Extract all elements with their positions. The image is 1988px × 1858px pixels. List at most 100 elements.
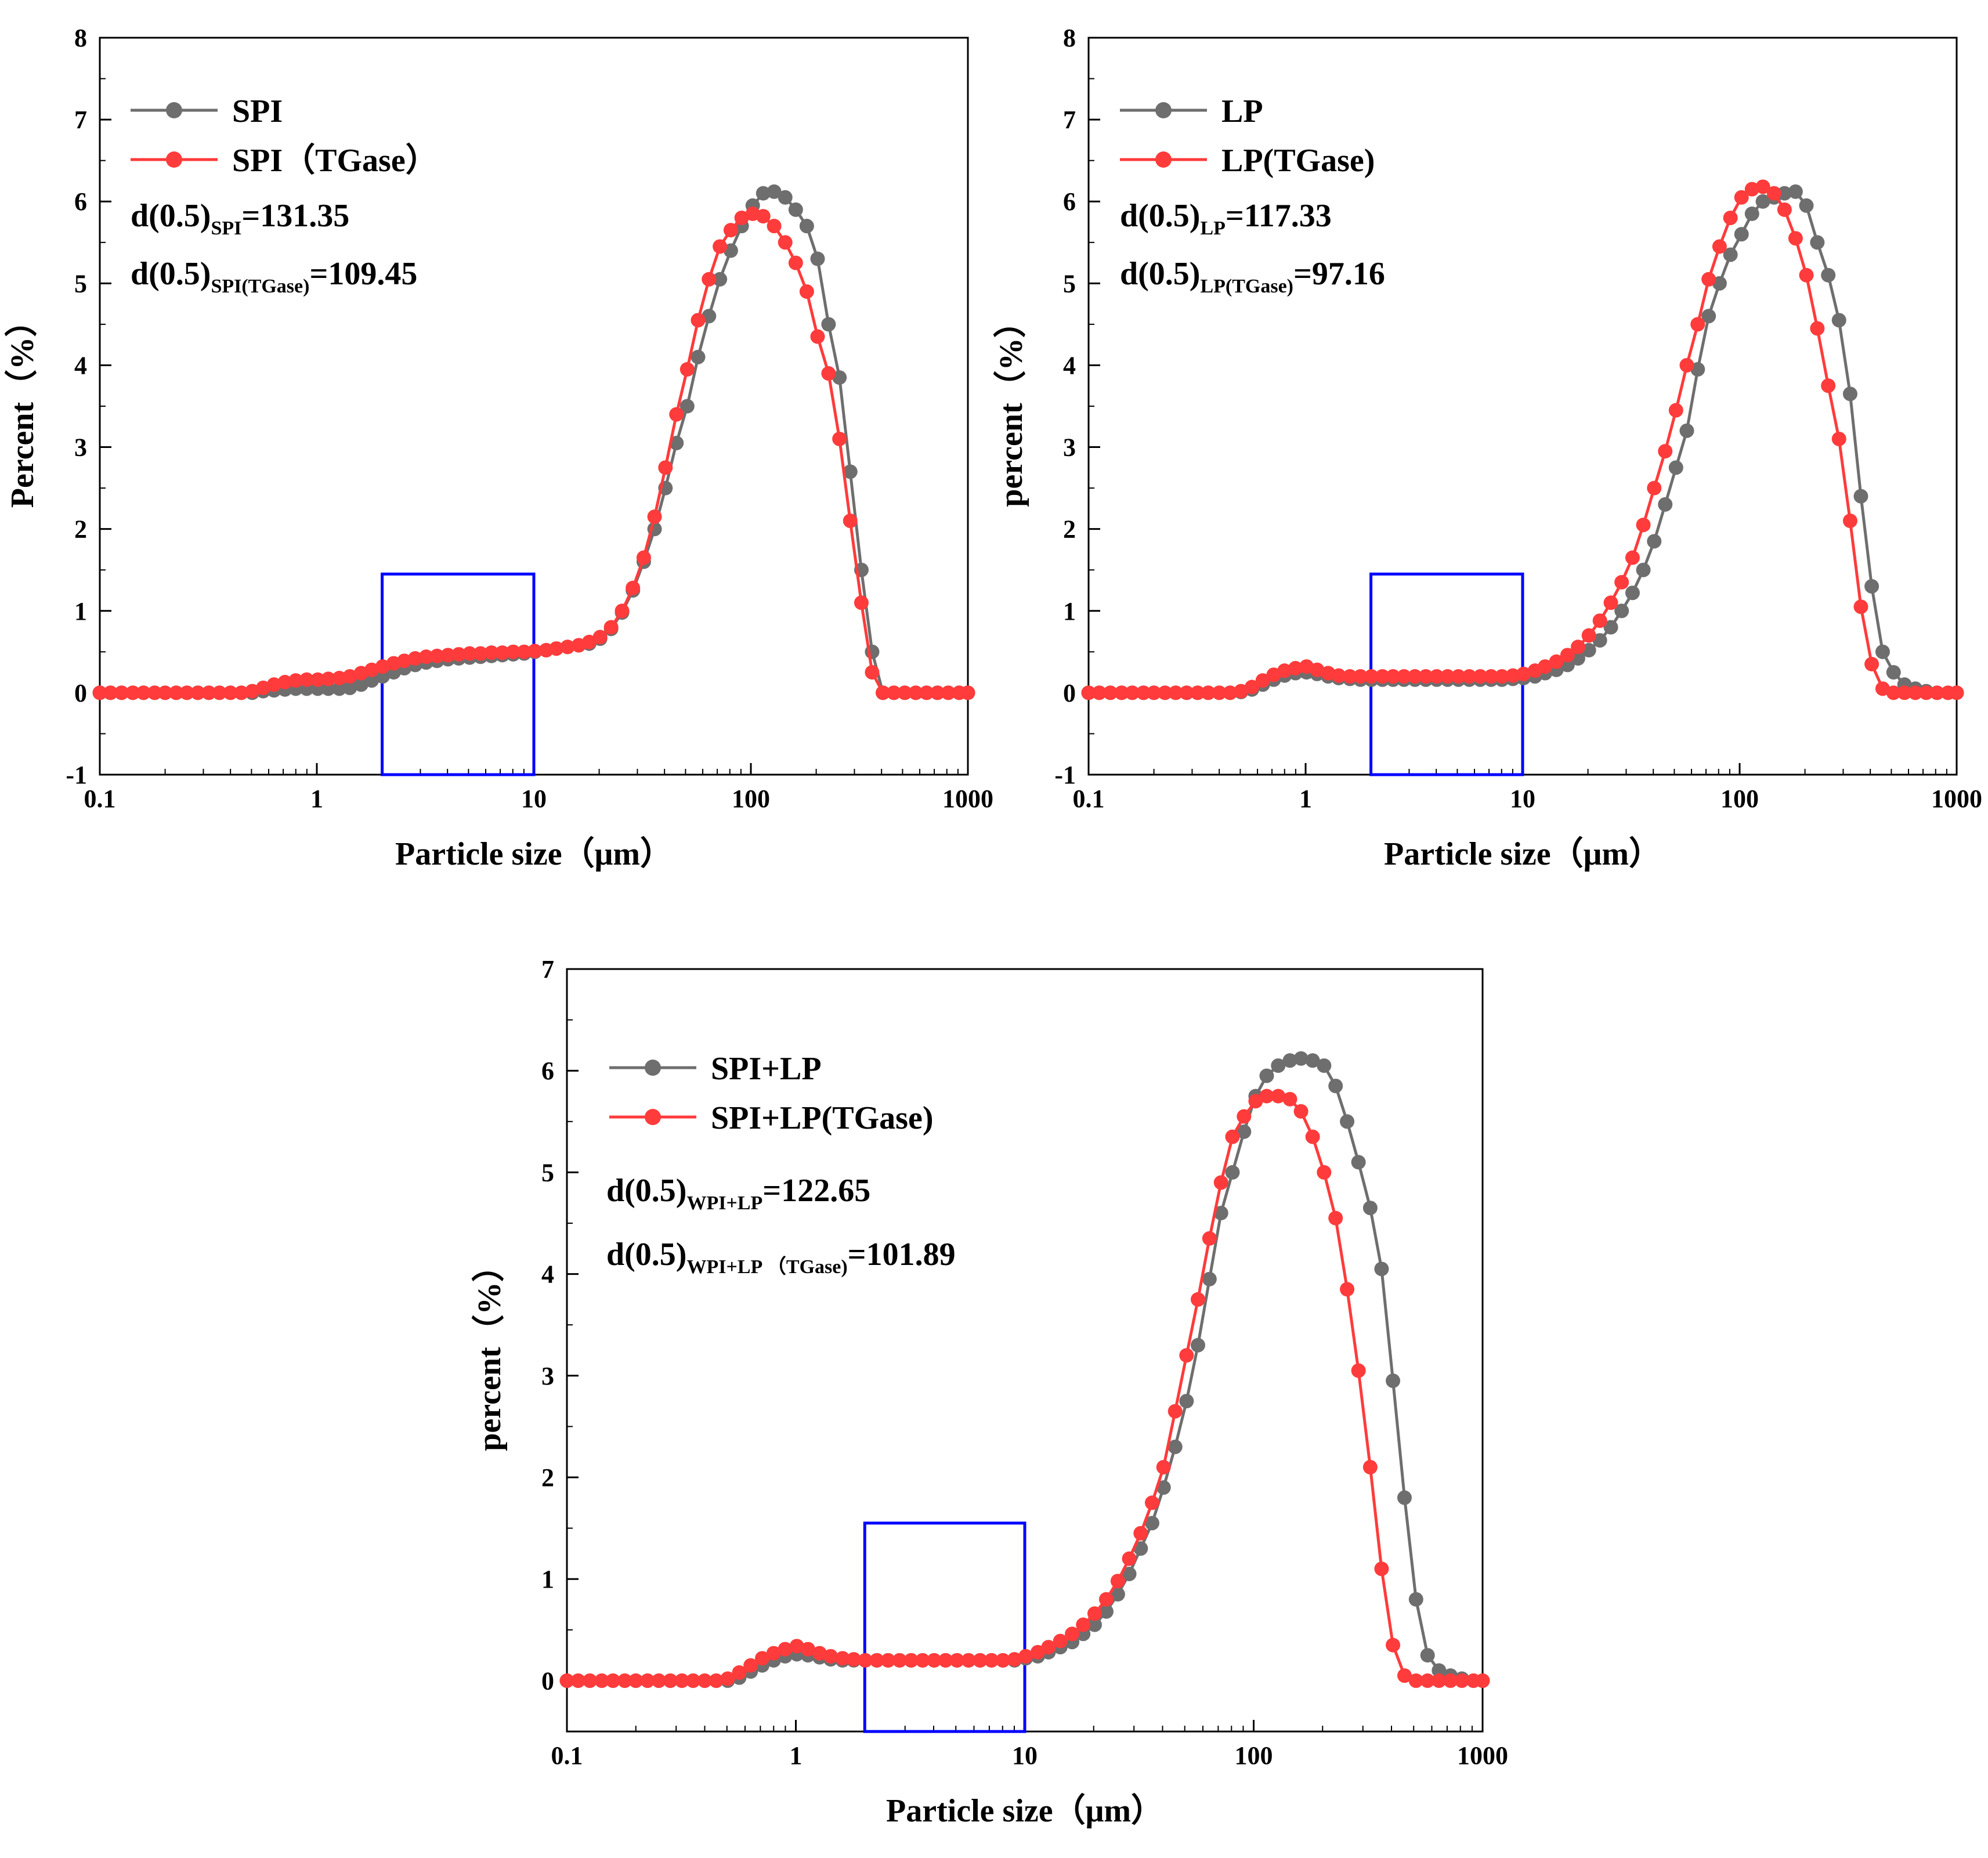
data-point (408, 651, 423, 666)
data-point (669, 407, 684, 422)
data-point (1065, 1626, 1080, 1642)
data-point (169, 685, 184, 700)
data-point (1799, 268, 1814, 283)
data-point (1842, 514, 1857, 529)
data-point (865, 665, 880, 680)
y-tick-label: 1 (74, 597, 87, 626)
data-point (1212, 685, 1227, 700)
data-point (767, 184, 782, 199)
data-point (1351, 1155, 1366, 1170)
data-point (789, 1639, 804, 1654)
data-point (1886, 685, 1901, 700)
data-point (245, 684, 260, 699)
data-point (1053, 1633, 1068, 1649)
data-point (1259, 1089, 1274, 1104)
data-point (984, 1653, 999, 1668)
y-tick-label: 6 (1063, 187, 1076, 216)
data-point (1679, 357, 1694, 373)
legend-marker (166, 151, 182, 168)
data-point (1110, 1586, 1125, 1602)
data-point (1614, 603, 1629, 619)
data-point (1451, 669, 1466, 684)
data-point (594, 1673, 609, 1688)
data-point (1342, 669, 1357, 684)
data-point (1237, 1109, 1252, 1124)
data-point (484, 645, 499, 660)
data-point (277, 675, 292, 690)
data-point (1636, 562, 1651, 577)
data-point (1723, 210, 1738, 225)
data-point (1103, 685, 1118, 700)
data-point (451, 647, 467, 662)
x-tick-label: 100 (1720, 785, 1759, 813)
data-point (821, 317, 836, 332)
data-point (1041, 1640, 1056, 1655)
x-tick-label: 1000 (942, 785, 993, 813)
data-point (788, 202, 803, 217)
data-point (1897, 685, 1912, 700)
data-point (1614, 574, 1629, 590)
data-point (1122, 1551, 1137, 1566)
data-point (1712, 276, 1727, 291)
y-tick-label: 7 (1063, 106, 1076, 134)
data-point (799, 284, 814, 299)
data-point (1766, 186, 1781, 201)
data-point (788, 255, 803, 270)
data-point (1777, 186, 1792, 201)
y-tick-label: 6 (74, 187, 87, 216)
data-point (1293, 1104, 1309, 1119)
data-point (691, 313, 706, 328)
data-point (1658, 444, 1673, 459)
data-point (560, 639, 575, 655)
data-point (1679, 423, 1694, 438)
data-point (1408, 1592, 1423, 1607)
data-point (1788, 231, 1803, 246)
data-point (1408, 1673, 1423, 1688)
data-point (103, 685, 118, 700)
data-point (1668, 403, 1683, 418)
median-annotation: d(0.5)LP(TGase)=97.16 (1120, 256, 1385, 297)
y-tick-label: 4 (541, 1260, 554, 1289)
data-point (158, 685, 173, 700)
data-point (1386, 1373, 1401, 1389)
data-point (915, 1653, 930, 1668)
data-point (605, 1673, 620, 1688)
median-annotation: d(0.5)LP=117.33 (1120, 198, 1332, 239)
data-point (1734, 227, 1749, 242)
data-point (1213, 1205, 1228, 1220)
x-tick-label: 100 (1235, 1741, 1273, 1770)
data-point (1114, 685, 1129, 700)
data-point (709, 1673, 724, 1688)
data-point (686, 1673, 701, 1688)
data-point (190, 685, 205, 700)
data-point (1864, 579, 1879, 594)
data-point (1179, 1348, 1194, 1363)
data-point (1407, 669, 1422, 684)
data-point (1755, 194, 1770, 209)
data-point (1603, 620, 1618, 635)
legend-label: SPI (232, 93, 283, 129)
data-point (1156, 1459, 1171, 1474)
data-point (1949, 685, 1964, 700)
data-point (1237, 1124, 1252, 1139)
x-tick-label: 10 (521, 785, 547, 813)
data-point (1397, 1668, 1412, 1683)
data-point (288, 673, 303, 688)
data-point (640, 1673, 655, 1688)
data-point (1647, 480, 1662, 496)
data-point (713, 239, 728, 254)
y-tick-label: 0 (541, 1667, 554, 1695)
data-point (114, 685, 129, 700)
y-axis-label: Percent（%） (4, 305, 41, 508)
data-point (1076, 1617, 1091, 1632)
data-point (1271, 1058, 1286, 1073)
data-point (1712, 239, 1727, 254)
data-point (832, 431, 847, 446)
data-point (1821, 268, 1836, 283)
data-point (516, 644, 532, 659)
y-tick-label: 1 (1063, 597, 1076, 626)
data-point (1755, 179, 1770, 194)
legend-label: LP(TGase) (1221, 143, 1375, 179)
data-point (1647, 534, 1662, 549)
